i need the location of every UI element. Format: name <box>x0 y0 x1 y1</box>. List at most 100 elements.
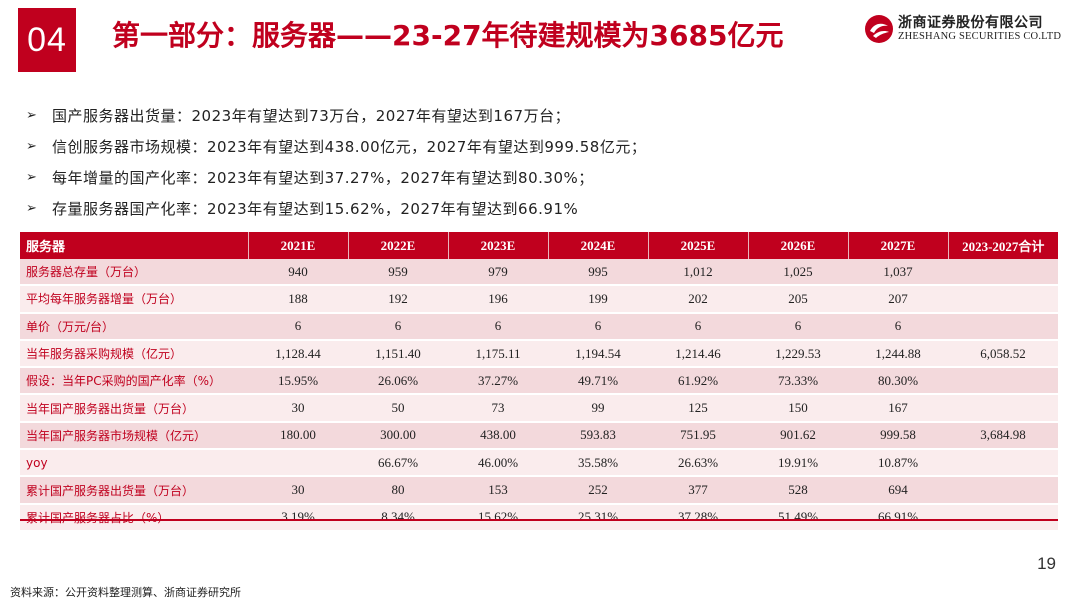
table-cell: 377 <box>648 476 748 505</box>
table-cell: 80.30% <box>848 367 948 396</box>
table-row: 当年服务器采购规模（亿元） 1,128.44 1,151.40 1,175.11 1,1… <box>20 339 1058 369</box>
table-cell: 51.49% <box>748 503 848 532</box>
table-row: 假设：当年PC采购的国产化率（%） 15.95% 26.06% 37.27% 49.71… <box>20 367 1058 396</box>
arrow-right-icon: ➢ <box>26 139 37 154</box>
table-row: 当年国产服务器市场规模（亿元） 180.00 300.00 438.00 593.83 7… <box>20 421 1058 451</box>
column-header: 2021E <box>248 232 349 259</box>
table-cell: 26.63% <box>648 449 748 478</box>
row-label: 当年国产服务器出货量（万台） <box>20 394 248 423</box>
row-label: 累计国产服务器出货量（万台） <box>20 476 248 505</box>
table-cell: 1,151.40 <box>348 339 448 369</box>
table-cell: 73.33% <box>748 367 848 396</box>
bullet-item: ➢ 存量服务器国产化率：2023年有望达到15.62%，2027年有望达到66.… <box>26 193 646 224</box>
arrow-right-icon: ➢ <box>26 170 37 185</box>
table-cell: 30 <box>248 394 348 423</box>
table-cell: 252 <box>548 476 648 505</box>
row-label: 假设：当年PC采购的国产化率（%） <box>20 367 248 396</box>
column-header: 2023E <box>448 232 549 259</box>
table-cell: 35.58% <box>548 449 648 478</box>
table-cell: 438.00 <box>448 421 548 451</box>
logo-name-en: ZHESHANG SECURITIES CO.LTD <box>898 31 1062 42</box>
table-cell: 1,214.46 <box>648 339 748 369</box>
table-cell: 30 <box>248 476 348 505</box>
column-header: 2022E <box>348 232 449 259</box>
table-cell: 940 <box>248 259 348 287</box>
arrow-right-icon: ➢ <box>26 108 37 123</box>
row-label: 单价（万元/台） <box>20 312 248 341</box>
table-cell <box>948 449 1058 478</box>
table-cell: 180.00 <box>248 421 348 451</box>
table-header-row: 服务器 2021E 2022E 2023E 2024E 2025E 2026E … <box>20 232 1058 259</box>
table-cell: 37.27% <box>448 367 548 396</box>
table-cell: 99 <box>548 394 648 423</box>
table-cell: 61.92% <box>648 367 748 396</box>
table-cell <box>948 259 1058 287</box>
bullet-item: ➢ 每年增量的国产化率：2023年有望达到37.27%，2027年有望达到80.… <box>26 162 646 193</box>
table-cell: 1,128.44 <box>248 339 348 369</box>
page-number: 19 <box>1037 554 1056 573</box>
table-cell: 188 <box>248 285 348 314</box>
bullet-item: ➢ 信创服务器市场规模：2023年有望达到438.00亿元，2027年有望达到9… <box>26 131 646 162</box>
table-cell: 1,037 <box>848 259 948 287</box>
table-cell <box>948 285 1058 314</box>
table-cell: 15.62% <box>448 503 548 532</box>
table-row: 累计国产服务器出货量（万台） 30 80 153 252 377 528 694 <box>20 476 1058 505</box>
row-label: 服务器总存量（万台） <box>20 259 248 287</box>
table-cell: 46.00% <box>448 449 548 478</box>
table-cell: 901.62 <box>748 421 848 451</box>
table-cell: 196 <box>448 285 548 314</box>
table-row: yoy 66.67% 46.00% 35.58% 26.63% 19.91% 10.87% <box>20 449 1058 478</box>
table-row: 当年国产服务器出货量（万台） 30 50 73 99 125 150 167 <box>20 394 1058 423</box>
bullet-item: ➢ 国产服务器出货量：2023年有望达到73万台，2027年有望达到167万台； <box>26 100 646 131</box>
company-logo: 浙商证券股份有限公司 ZHESHANG SECURITIES CO.LTD <box>864 12 1064 48</box>
table-cell <box>948 312 1058 341</box>
table-cell <box>948 394 1058 423</box>
table-cell: 1,012 <box>648 259 748 287</box>
row-label: 当年服务器采购规模（亿元） <box>20 339 248 369</box>
table-cell: 6,058.52 <box>948 339 1058 369</box>
table-row: 平均每年服务器增量（万台） 188 192 196 199 202 205 207 <box>20 285 1058 314</box>
bullet-list: ➢ 国产服务器出货量：2023年有望达到73万台，2027年有望达到167万台；… <box>26 100 646 224</box>
table-cell: 1,175.11 <box>448 339 548 369</box>
table-cell: 167 <box>848 394 948 423</box>
bullet-text: 每年增量的国产化率：2023年有望达到37.27%，2027年有望达到80.30… <box>52 169 594 187</box>
table-cell: 6 <box>748 312 848 341</box>
table-cell: 15.95% <box>248 367 348 396</box>
logo-name-cn: 浙商证券股份有限公司 <box>898 15 1043 31</box>
table-cell: 593.83 <box>548 421 648 451</box>
server-forecast-table: 服务器 2021E 2022E 2023E 2024E 2025E 2026E … <box>20 232 1058 532</box>
table-cell: 1,025 <box>748 259 848 287</box>
table-cell: 3,684.98 <box>948 421 1058 451</box>
table-cell: 66.91% <box>848 503 948 532</box>
section-number-badge: 04 <box>18 8 76 72</box>
column-header: 2024E <box>548 232 649 259</box>
table-cell: 751.95 <box>648 421 748 451</box>
column-header: 2027E <box>848 232 949 259</box>
table-cell: 153 <box>448 476 548 505</box>
page-title: 第一部分：服务器——23-27年待建规模为3685亿元 <box>112 19 784 52</box>
table-cell: 6 <box>548 312 648 341</box>
table-row: 累计国产服务器占比（%） 3.19% 8.34% 15.62% 25.31% 37.28%… <box>20 503 1058 532</box>
table-cell: 6 <box>448 312 548 341</box>
table-cell: 6 <box>348 312 448 341</box>
table-cell: 999.58 <box>848 421 948 451</box>
row-label: 累计国产服务器占比（%） <box>20 503 248 532</box>
table-cell: 1,229.53 <box>748 339 848 369</box>
column-header: 服务器 <box>20 232 249 259</box>
table-cell: 199 <box>548 285 648 314</box>
table-cell: 205 <box>748 285 848 314</box>
table-cell: 995 <box>548 259 648 287</box>
table-cell: 528 <box>748 476 848 505</box>
table-cell: 37.28% <box>648 503 748 532</box>
table-cell: 125 <box>648 394 748 423</box>
table-cell: 300.00 <box>348 421 448 451</box>
table-cell: 979 <box>448 259 548 287</box>
arrow-right-icon: ➢ <box>26 201 37 216</box>
column-header: 2023-2027合计 <box>948 232 1058 259</box>
table-cell: 6 <box>248 312 348 341</box>
table-cell: 19.91% <box>748 449 848 478</box>
table-cell: 10.87% <box>848 449 948 478</box>
table-cell: 49.71% <box>548 367 648 396</box>
table-cell: 8.34% <box>348 503 448 532</box>
table-cell: 192 <box>348 285 448 314</box>
